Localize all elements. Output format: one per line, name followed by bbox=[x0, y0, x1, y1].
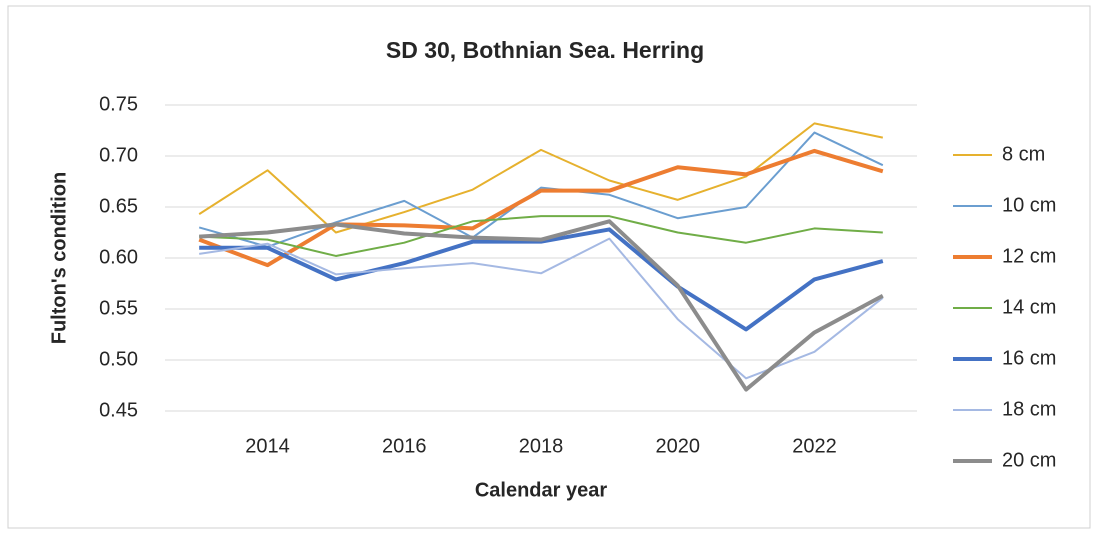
y-axis-label: Fulton's condition bbox=[48, 172, 70, 345]
y-tick-label: 0.60 bbox=[99, 246, 138, 268]
x-tick-label: 2014 bbox=[245, 435, 290, 457]
y-tick-label: 0.55 bbox=[99, 297, 138, 319]
legend-label: 12 cm bbox=[1002, 245, 1056, 267]
line bbox=[199, 219, 884, 392]
y-tick-label: 0.65 bbox=[99, 195, 138, 217]
y-tick-label: 0.70 bbox=[99, 144, 138, 166]
y-tick-label: 0.45 bbox=[99, 399, 138, 421]
x-axis-label: Calendar year bbox=[475, 479, 608, 501]
legend-label: 20 cm bbox=[1002, 449, 1056, 471]
legend-label: 8 cm bbox=[1002, 143, 1045, 165]
legend-label: 18 cm bbox=[1002, 398, 1056, 420]
y-tick-label: 0.75 bbox=[99, 93, 138, 115]
line bbox=[199, 215, 883, 257]
legend-label: 16 cm bbox=[1002, 347, 1056, 369]
y-tick-label: 0.50 bbox=[99, 348, 138, 370]
x-tick-label: 2022 bbox=[792, 435, 837, 457]
frame bbox=[7, 5, 1091, 529]
line bbox=[198, 131, 884, 248]
x-tick-label: 2018 bbox=[519, 435, 564, 457]
legend-label: 14 cm bbox=[1002, 296, 1056, 318]
x-tick-label: 2020 bbox=[655, 435, 700, 457]
x-tick-label: 2016 bbox=[382, 435, 427, 457]
chart-title: SD 30, Bothnian Sea. Herring bbox=[386, 37, 704, 63]
legend-label: 10 cm bbox=[1002, 194, 1056, 216]
line bbox=[199, 227, 884, 332]
line bbox=[198, 148, 884, 268]
line bbox=[198, 122, 884, 234]
